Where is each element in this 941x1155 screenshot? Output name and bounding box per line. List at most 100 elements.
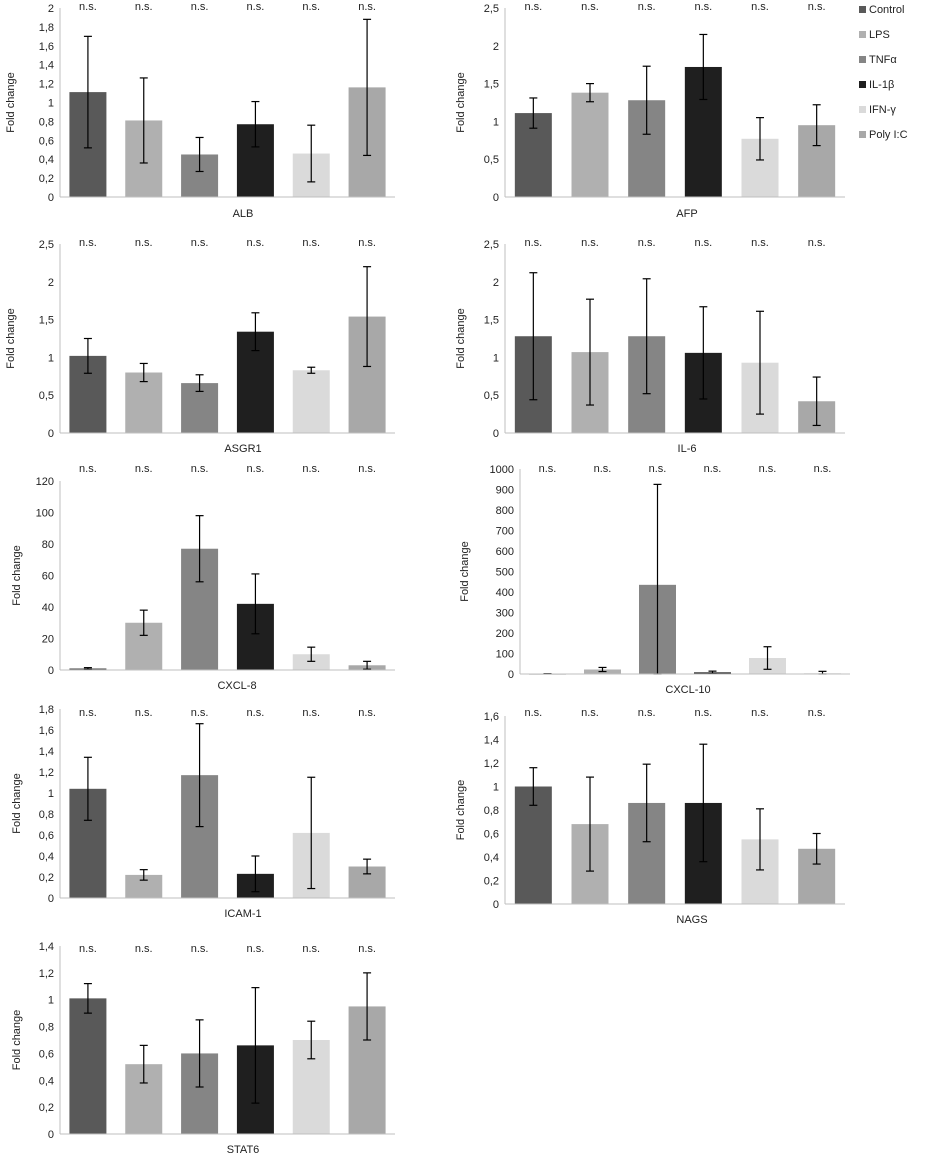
y-tick-label: 2 (493, 277, 499, 289)
y-tick-label: 80 (42, 539, 54, 551)
significance-label: n.s. (302, 1, 320, 13)
significance-label: n.s. (79, 237, 97, 249)
legend-label: IFN-γ (869, 104, 896, 116)
y-axis-label: Fold change (455, 308, 467, 369)
y-tick-label: 800 (496, 505, 514, 517)
y-tick-label: 0,4 (39, 154, 54, 166)
significance-label: n.s. (524, 707, 542, 719)
significance-label: n.s. (638, 1, 656, 13)
x-axis-label: CXCL-8 (217, 680, 256, 692)
significance-label: n.s. (247, 943, 265, 955)
y-tick-label: 0,8 (39, 809, 54, 821)
significance-label: n.s. (191, 237, 209, 249)
significance-label: n.s. (247, 463, 265, 475)
x-axis-label: NAGS (676, 914, 707, 926)
significance-label: n.s. (524, 237, 542, 249)
y-tick-label: 100 (36, 508, 54, 520)
y-tick-label: 1 (493, 352, 499, 364)
y-tick-label: 2 (48, 3, 54, 15)
significance-label: n.s. (135, 237, 153, 249)
significance-label: n.s. (358, 237, 376, 249)
y-tick-label: 1 (48, 995, 54, 1007)
significance-label: n.s. (302, 237, 320, 249)
y-tick-label: 0 (508, 669, 514, 681)
significance-label: n.s. (751, 707, 769, 719)
significance-label: n.s. (694, 237, 712, 249)
significance-label: n.s. (302, 943, 320, 955)
significance-label: n.s. (302, 463, 320, 475)
y-tick-label: 0 (48, 428, 54, 440)
significance-label: n.s. (191, 1, 209, 13)
y-tick-label: 1,6 (39, 725, 54, 737)
y-tick-label: 0,6 (39, 1048, 54, 1060)
y-tick-label: 1,2 (39, 79, 54, 91)
chart-icam-1: 0 0,2 0,4 0,6 0,8 1 1,2 1,4 1,6 1,8 Fold change n.s… (11, 704, 395, 920)
y-tick-label: 0,6 (39, 135, 54, 147)
y-tick-label: 0,2 (39, 1102, 54, 1114)
y-tick-label: 2,5 (39, 239, 54, 251)
y-tick-label: 1,2 (39, 968, 54, 980)
x-axis-label: AFP (676, 208, 697, 220)
y-tick-label: 0,8 (39, 116, 54, 128)
y-tick-label: 0,8 (39, 1022, 54, 1034)
significance-label: n.s. (581, 1, 599, 13)
significance-label: n.s. (79, 943, 97, 955)
chart-stat6: 0 0,2 0,4 0,6 0,8 1 1,2 1,4 Fold change n.s. n.s. n… (11, 941, 395, 1155)
x-axis-label: CXCL-10 (665, 684, 710, 696)
legend-swatch-ifn- (859, 106, 866, 113)
bar-lps (125, 874, 163, 898)
y-tick-label: 2,5 (484, 239, 499, 251)
y-tick-label: 60 (42, 571, 54, 583)
significance-label: n.s. (247, 1, 265, 13)
y-tick-label: 120 (36, 476, 54, 488)
significance-label: n.s. (694, 1, 712, 13)
x-axis-label: STAT6 (227, 1144, 260, 1155)
y-tick-label: 0 (48, 192, 54, 204)
y-tick-label: 300 (496, 608, 514, 620)
significance-label: n.s. (358, 943, 376, 955)
y-tick-label: 0 (493, 192, 499, 204)
x-axis-label: ICAM-1 (224, 908, 261, 920)
bar-control (514, 786, 552, 904)
y-tick-label: 0,4 (39, 851, 54, 863)
y-tick-label: 1,5 (39, 315, 54, 327)
legend-swatch-lps (859, 31, 866, 38)
y-tick-label: 0,5 (484, 390, 499, 402)
bar-lps (125, 372, 163, 433)
y-tick-label: 1,5 (484, 315, 499, 327)
significance-label: n.s. (247, 237, 265, 249)
significance-label: n.s. (135, 463, 153, 475)
y-tick-label: 0,8 (484, 805, 499, 817)
y-tick-label: 600 (496, 546, 514, 558)
chart-afp: 0 0,5 1 1,5 2 2,5 Fold change n.s. n.s. n.s. n.s. n… (455, 1, 845, 220)
y-axis-label: Fold change (11, 773, 23, 834)
legend-label: Poly I:C (869, 129, 908, 141)
significance-label: n.s. (581, 237, 599, 249)
y-tick-label: 500 (496, 567, 514, 579)
significance-label: n.s. (79, 1, 97, 13)
significance-label: n.s. (814, 463, 832, 475)
y-tick-label: 1 (48, 788, 54, 800)
significance-label: n.s. (638, 237, 656, 249)
chart-il-6: 0 0,5 1 1,5 2 2,5 Fold change n.s. n.s. n.s. n.s. n… (455, 237, 845, 455)
y-tick-label: 900 (496, 485, 514, 497)
bar-lps (571, 92, 609, 197)
y-tick-label: 0,2 (39, 173, 54, 185)
significance-label: n.s. (751, 1, 769, 13)
y-tick-label: 0,6 (484, 829, 499, 841)
y-tick-label: 1 (493, 782, 499, 794)
legend-swatch-poly-i-c (859, 131, 866, 138)
significance-label: n.s. (247, 707, 265, 719)
y-tick-label: 40 (42, 602, 54, 614)
y-tick-label: 0 (493, 428, 499, 440)
y-tick-label: 1,4 (39, 746, 54, 758)
y-axis-label: Fold change (459, 541, 471, 602)
y-tick-label: 0,5 (39, 390, 54, 402)
significance-label: n.s. (524, 1, 542, 13)
y-tick-label: 20 (42, 634, 54, 646)
y-tick-label: 2,5 (484, 3, 499, 15)
y-tick-label: 1,2 (39, 767, 54, 779)
bar-control (69, 998, 107, 1134)
significance-label: n.s. (79, 463, 97, 475)
legend-swatch-control (859, 6, 866, 13)
